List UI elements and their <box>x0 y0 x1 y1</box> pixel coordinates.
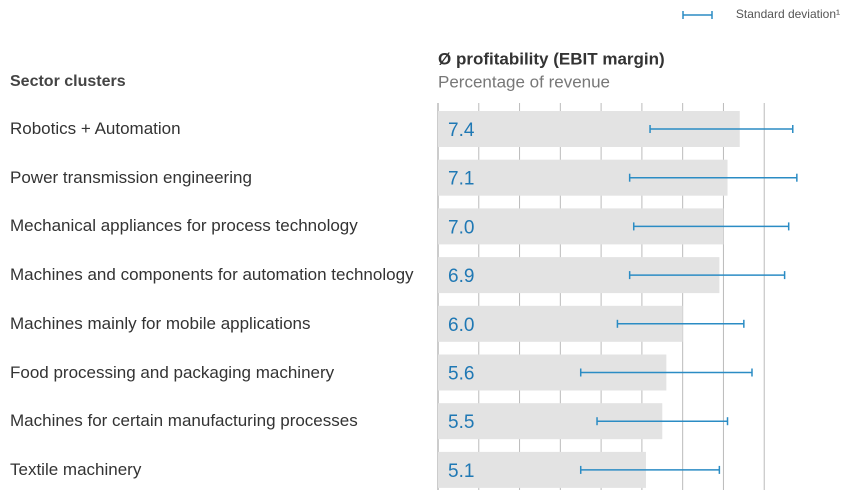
value-label: 5.1 <box>448 461 474 482</box>
category-label: Food processing and packaging machinery <box>10 362 335 382</box>
chart-title: Ø profitability (EBIT margin) <box>438 49 665 68</box>
category-label: Mechanical appliances for process techno… <box>10 216 358 236</box>
legend-label: Standard deviation¹ <box>736 7 840 21</box>
value-label: 7.4 <box>448 120 475 141</box>
category-label: Machines mainly for mobile applications <box>10 313 311 333</box>
chart-subtitle: Percentage of revenue <box>438 72 610 91</box>
value-label: 6.0 <box>448 315 474 336</box>
value-label: 5.6 <box>448 364 474 385</box>
category-label: Machines for certain manufacturing proce… <box>10 411 358 431</box>
value-label: 5.5 <box>448 412 474 433</box>
category-label: Robotics + Automation <box>10 119 181 138</box>
category-label: Power transmission engineering <box>10 167 252 187</box>
category-label: Machines and components for automation t… <box>10 265 414 285</box>
value-label: 7.1 <box>448 169 474 190</box>
value-label: 6.9 <box>448 266 474 287</box>
category-header: Sector clusters <box>10 73 126 90</box>
category-label: Textile machinery <box>10 459 142 479</box>
value-label: 7.0 <box>448 217 474 238</box>
